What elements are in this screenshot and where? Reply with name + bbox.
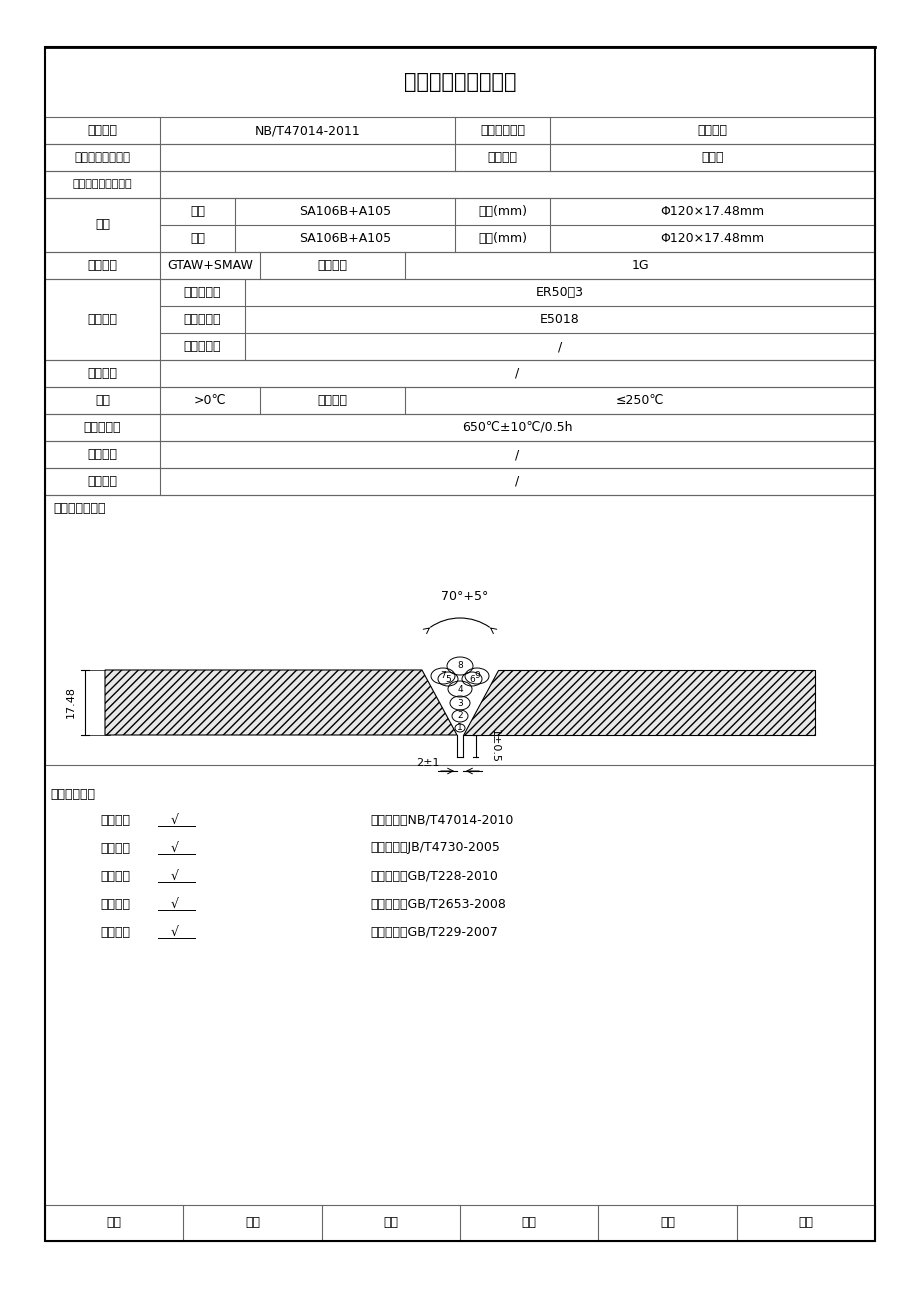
Bar bbox=[45, 253, 874, 279]
Text: 2: 2 bbox=[457, 711, 462, 720]
Text: 焊接工艺评定任务书: 焊接工艺评定任务书 bbox=[403, 72, 516, 92]
Text: 评定立项理由: 评定立项理由 bbox=[480, 124, 525, 137]
Text: 冲击试验: 冲击试验 bbox=[100, 926, 130, 939]
Bar bbox=[45, 145, 874, 171]
Bar bbox=[45, 171, 874, 198]
Text: 5: 5 bbox=[445, 674, 450, 684]
Text: >0℃: >0℃ bbox=[194, 395, 226, 408]
Text: 1G: 1G bbox=[630, 259, 648, 272]
Text: 接头形式简图：: 接头形式简图： bbox=[53, 503, 106, 516]
Text: 执行标准：GB/T2653-2008: 执行标准：GB/T2653-2008 bbox=[369, 897, 505, 910]
Text: 执行标准：NB/T47014-2010: 执行标准：NB/T47014-2010 bbox=[369, 814, 513, 827]
Bar bbox=[45, 359, 874, 387]
Text: ≤250℃: ≤250℃ bbox=[615, 395, 664, 408]
Text: Φ120×17.48mm: Φ120×17.48mm bbox=[660, 232, 764, 245]
Text: 牌号或型号: 牌号或型号 bbox=[184, 312, 221, 326]
Text: √: √ bbox=[171, 841, 179, 854]
Text: GTAW+SMAW: GTAW+SMAW bbox=[167, 259, 253, 272]
Text: 执行标准：GB/T228-2010: 执行标准：GB/T228-2010 bbox=[369, 870, 497, 883]
Text: 焊接位置: 焊接位置 bbox=[317, 259, 347, 272]
Text: 1±0.5: 1±0.5 bbox=[490, 729, 499, 763]
Text: √: √ bbox=[171, 814, 179, 827]
Text: 预焊接工艺规程编号: 预焊接工艺规程编号 bbox=[73, 180, 132, 190]
Text: √: √ bbox=[171, 870, 179, 883]
Text: 9: 9 bbox=[473, 672, 480, 681]
Text: SA106B+A105: SA106B+A105 bbox=[299, 204, 391, 217]
Bar bbox=[45, 414, 874, 441]
Text: 规格(mm): 规格(mm) bbox=[478, 204, 527, 217]
Text: 17.48: 17.48 bbox=[66, 686, 76, 719]
Text: 后热处理: 后热处理 bbox=[87, 448, 118, 461]
Text: 批准: 批准 bbox=[659, 1216, 675, 1229]
Text: 预热: 预热 bbox=[95, 395, 110, 408]
Text: 4: 4 bbox=[457, 685, 462, 694]
Text: 焊接方法: 焊接方法 bbox=[87, 259, 118, 272]
Text: 弯曲试验: 弯曲试验 bbox=[100, 897, 130, 910]
Text: 3: 3 bbox=[457, 698, 462, 707]
Bar bbox=[45, 495, 874, 766]
Text: 执行标准：JB/T4730-2005: 执行标准：JB/T4730-2005 bbox=[369, 841, 499, 854]
Text: 7: 7 bbox=[439, 672, 446, 681]
Text: 焊接工艺评定编号: 焊接工艺评定编号 bbox=[74, 151, 130, 164]
Text: 编制: 编制 bbox=[107, 1216, 121, 1229]
Text: 牌号或型号: 牌号或型号 bbox=[184, 286, 221, 299]
Polygon shape bbox=[105, 671, 457, 736]
Text: /: / bbox=[515, 367, 519, 380]
Text: E5018: E5018 bbox=[539, 312, 579, 326]
Text: 外观检测: 外观检测 bbox=[100, 814, 130, 827]
Text: /: / bbox=[515, 448, 519, 461]
Text: 规格(mm): 规格(mm) bbox=[478, 232, 527, 245]
Polygon shape bbox=[462, 671, 814, 736]
Bar bbox=[45, 467, 874, 495]
Text: √: √ bbox=[171, 897, 179, 910]
Text: 焊接材料: 焊接材料 bbox=[87, 312, 118, 326]
Text: 焊后热处理: 焊后热处理 bbox=[84, 421, 121, 434]
Bar bbox=[45, 117, 874, 145]
Text: 技术部: 技术部 bbox=[700, 151, 723, 164]
Text: /: / bbox=[557, 340, 562, 353]
Text: 其他说明: 其他说明 bbox=[87, 475, 118, 488]
Text: 审核: 审核 bbox=[383, 1216, 398, 1229]
Text: 验收部门: 验收部门 bbox=[487, 151, 517, 164]
Text: 8: 8 bbox=[457, 661, 462, 671]
Bar bbox=[45, 1204, 874, 1241]
Bar bbox=[45, 279, 874, 359]
Bar bbox=[45, 441, 874, 467]
Text: 2±1: 2±1 bbox=[415, 758, 439, 768]
Text: 牌号: 牌号 bbox=[190, 232, 205, 245]
Text: 母材: 母材 bbox=[95, 219, 110, 232]
Text: 层间温度: 层间温度 bbox=[317, 395, 347, 408]
Bar bbox=[45, 387, 874, 414]
Text: SA106B+A105: SA106B+A105 bbox=[299, 232, 391, 245]
Bar bbox=[45, 198, 874, 253]
Text: 要求检验项目: 要求检验项目 bbox=[50, 789, 95, 802]
Text: 拉伸试验: 拉伸试验 bbox=[100, 870, 130, 883]
Text: Φ120×17.48mm: Φ120×17.48mm bbox=[660, 204, 764, 217]
Text: 保护气体: 保护气体 bbox=[87, 367, 118, 380]
Text: 评定标准: 评定标准 bbox=[87, 124, 118, 137]
Text: 首次生产: 首次生产 bbox=[697, 124, 727, 137]
Text: 无损检测: 无损检测 bbox=[100, 841, 130, 854]
Text: 牌号或型号: 牌号或型号 bbox=[184, 340, 221, 353]
Text: 执行标准：GB/T229-2007: 执行标准：GB/T229-2007 bbox=[369, 926, 497, 939]
Text: 650℃±10℃/0.5h: 650℃±10℃/0.5h bbox=[461, 421, 573, 434]
Text: 日期: 日期 bbox=[244, 1216, 260, 1229]
Text: ER50－3: ER50－3 bbox=[536, 286, 584, 299]
Text: /: / bbox=[515, 475, 519, 488]
Text: √: √ bbox=[171, 926, 179, 939]
Text: 6: 6 bbox=[469, 674, 474, 684]
Text: 70°+5°: 70°+5° bbox=[441, 590, 488, 603]
Text: NB/T47014-2011: NB/T47014-2011 bbox=[255, 124, 360, 137]
Text: 日期: 日期 bbox=[798, 1216, 812, 1229]
Text: 日期: 日期 bbox=[521, 1216, 536, 1229]
Text: 1: 1 bbox=[457, 724, 462, 733]
Text: 牌号: 牌号 bbox=[190, 204, 205, 217]
